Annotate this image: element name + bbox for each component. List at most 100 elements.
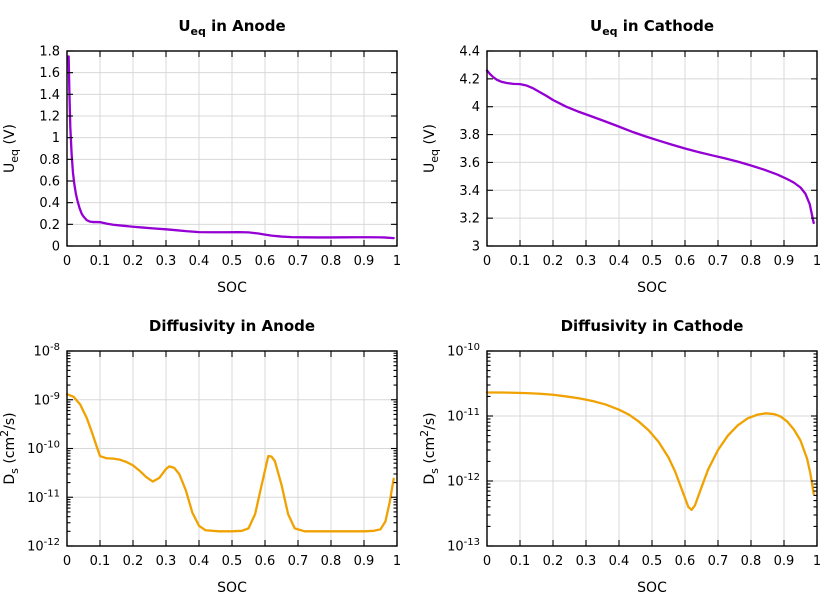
- chart-title: Diffusivity in Anode: [149, 317, 315, 335]
- x-tick-label: 0.1: [90, 554, 111, 569]
- x-tick-label: 1: [813, 554, 821, 569]
- y-tick-label: 10-11: [447, 407, 480, 424]
- curve-diffusivity-anode: [65, 393, 395, 533]
- y-tick-label: 1: [52, 131, 60, 146]
- x-tick-label: 0.2: [543, 554, 564, 569]
- x-tick-label: 0.4: [189, 554, 210, 569]
- y-tick-label: 4.2: [459, 72, 480, 87]
- x-tick-label: 0.2: [123, 554, 144, 569]
- x-tick-label: 0.1: [510, 554, 531, 569]
- x-tick-label: 0: [63, 254, 71, 269]
- x-tick-label: 0.1: [510, 254, 531, 269]
- x-tick-label: 0.5: [222, 554, 243, 569]
- x-tick-label: 0: [63, 554, 71, 569]
- y-tick-label: 10-12: [447, 472, 480, 489]
- y-axis-label: Ueq (V): [2, 124, 21, 173]
- y-tick-label: 10-10: [447, 342, 480, 359]
- x-tick-label: 1: [813, 254, 821, 269]
- y-tick-label: 1.6: [39, 66, 60, 81]
- curve-ueq-cathode: [485, 69, 815, 225]
- x-tick-label: 0.4: [609, 554, 630, 569]
- x-tick-label: 0.3: [576, 254, 597, 269]
- y-tick-label: 0.6: [39, 175, 60, 190]
- x-tick-label: 0.8: [321, 254, 342, 269]
- x-tick-label: 0.2: [123, 254, 144, 269]
- y-tick-label: 0.2: [39, 218, 60, 233]
- x-tick-label: 0.5: [222, 254, 243, 269]
- x-tick-label: 0.9: [774, 254, 795, 269]
- y-tick-label: 4: [472, 100, 480, 115]
- x-tick-label: 0.4: [189, 254, 210, 269]
- x-axis-label: SOC: [637, 580, 667, 596]
- x-tick-label: 0.7: [288, 254, 309, 269]
- x-tick-label: 0.3: [156, 554, 177, 569]
- x-tick-label: 0: [483, 254, 491, 269]
- chart-diffusivity-cathode: 0 0.1 0.2 0.3 0.4 0.5 0.6 0.7 0.8 0.9 1 10-13 10-12 1…: [420, 300, 840, 600]
- y-axis-label: Ds (cm2/s): [0, 412, 21, 484]
- y-tick-label: 3.8: [459, 128, 480, 143]
- x-tick-label: 0.6: [255, 554, 276, 569]
- y-tick-label: 3.4: [459, 184, 480, 199]
- x-tick-label: 0.6: [255, 254, 276, 269]
- ticks: [486, 50, 818, 247]
- x-tick-label: 0.9: [354, 254, 375, 269]
- y-tick-label: 1.2: [39, 110, 60, 125]
- y-axis-label: Ueq (V): [422, 124, 441, 173]
- y-tick-label: 10-8: [33, 342, 60, 359]
- x-axis-label: SOC: [217, 580, 247, 596]
- x-tick-label: 0.9: [354, 554, 375, 569]
- x-tick-label: 0.7: [708, 554, 729, 569]
- x-tick-label: 0.7: [708, 254, 729, 269]
- x-tick-label: 0: [483, 554, 491, 569]
- y-tick-label: 10-11: [27, 488, 60, 505]
- y-tick-label: 0: [52, 240, 60, 255]
- y-tick-label: 0.8: [39, 153, 60, 168]
- x-tick-label: 0.6: [675, 554, 696, 569]
- chart-canvas-diffusivity-cathode: 0 0.1 0.2 0.3 0.4 0.5 0.6 0.7 0.8 0.9 1 10-13 10-12 1…: [420, 317, 821, 596]
- grid: [487, 351, 817, 546]
- y-tick-label: 3.6: [459, 156, 480, 171]
- chart-canvas-diffusivity-anode: 0 0.1 0.2 0.3 0.4 0.5 0.6 0.7 0.8 0.9 1 10-12 10-11 1…: [0, 317, 401, 596]
- y-tick-label: 1.8: [39, 45, 60, 60]
- grid: [67, 351, 397, 546]
- x-tick-label: 0.9: [774, 554, 795, 569]
- x-axis-label: SOC: [217, 280, 247, 296]
- y-tick-label: 3.2: [459, 212, 480, 227]
- x-tick-label: 0.5: [642, 254, 663, 269]
- y-tick-label: 4.4: [459, 45, 480, 60]
- y-tick-label: 10-13: [447, 537, 480, 554]
- y-tick-label: 3: [472, 240, 480, 255]
- chart-diffusivity-anode: 0 0.1 0.2 0.3 0.4 0.5 0.6 0.7 0.8 0.9 1 10-12 10-11 1…: [0, 300, 420, 600]
- x-tick-label: 0.3: [156, 254, 177, 269]
- x-tick-label: 0.1: [90, 254, 111, 269]
- y-tick-label: 10-9: [33, 391, 60, 408]
- y-tick-label: 10-10: [27, 440, 60, 457]
- x-tick-label: 0.3: [576, 554, 597, 569]
- y-tick-label: 0.4: [39, 196, 60, 211]
- x-tick-label: 0.7: [288, 554, 309, 569]
- x-tick-label: 1: [393, 554, 401, 569]
- grid: [67, 51, 397, 246]
- chart-ueq-cathode: 0 0.1 0.2 0.3 0.4 0.5 0.6 0.7 0.8 0.9 1 3 3.2 3.4 3.6 3…: [420, 0, 840, 300]
- chart-ueq-anode: 0 0.1 0.2 0.3 0.4 0.5 0.6 0.7 0.8 0.9 1 0 0.2 0.4 0.6 0…: [0, 0, 420, 300]
- x-axis-label: SOC: [637, 280, 667, 296]
- x-tick-label: 1: [393, 254, 401, 269]
- y-tick-label: 1.4: [39, 88, 60, 103]
- y-tick-label: 10-12: [27, 537, 60, 554]
- ticks: [66, 350, 398, 547]
- grid: [487, 51, 817, 246]
- x-tick-label: 0.2: [543, 254, 564, 269]
- chart-canvas-ueq-anode: 0 0.1 0.2 0.3 0.4 0.5 0.6 0.7 0.8 0.9 1 0 0.2 0.4 0.6 0…: [2, 17, 401, 296]
- y-axis-label: Ds (cm2/s): [420, 412, 441, 484]
- chart-title: Ueq in Anode: [178, 17, 285, 38]
- curve-diffusivity-cathode: [485, 391, 815, 511]
- curve-ueq-anode: [67, 55, 395, 240]
- x-tick-label: 0.8: [741, 554, 762, 569]
- chart-title: Diffusivity in Cathode: [561, 317, 744, 335]
- x-tick-label: 0.4: [609, 254, 630, 269]
- x-tick-label: 0.8: [741, 254, 762, 269]
- ticks: [486, 350, 818, 547]
- ticks: [66, 50, 398, 247]
- chart-canvas-ueq-cathode: 0 0.1 0.2 0.3 0.4 0.5 0.6 0.7 0.8 0.9 1 3 3.2 3.4 3.6 3…: [422, 17, 821, 296]
